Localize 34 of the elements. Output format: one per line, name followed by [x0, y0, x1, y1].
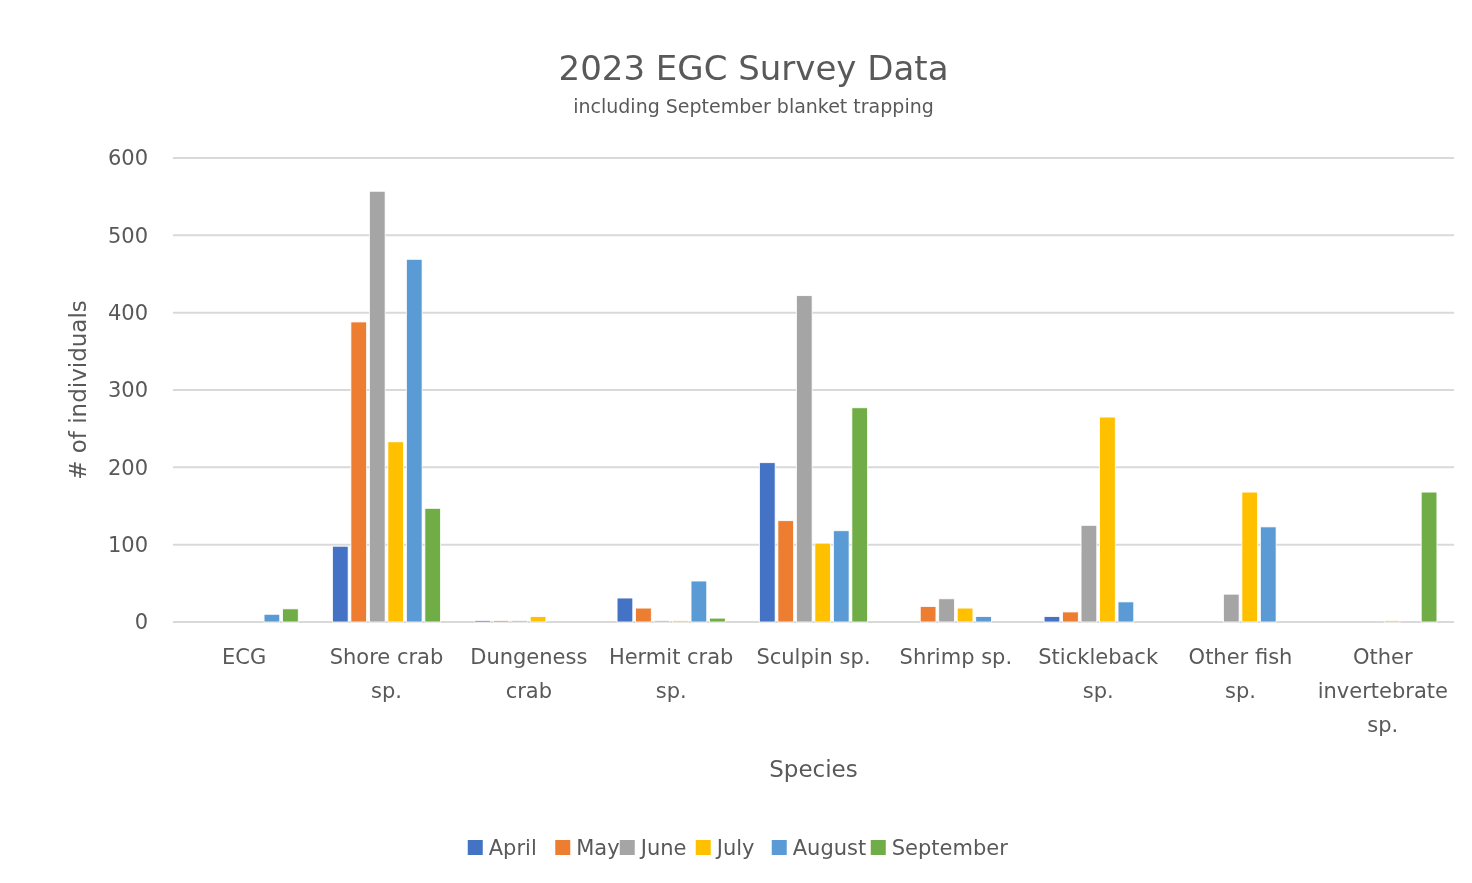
x-tick-label: Other invertebrate sp. — [1317, 645, 1448, 737]
x-tick-label: Shore crab sp. — [329, 645, 444, 703]
y-tick-label: 200 — [107, 455, 148, 480]
legend-label: May — [576, 836, 620, 861]
legend-label: June — [638, 836, 687, 861]
bar — [1043, 616, 1061, 623]
x-tick-label: Dungeness crab — [470, 645, 588, 703]
bar — [709, 617, 726, 623]
x-tick-label: Hermit crab sp. — [608, 645, 734, 703]
x-tick-label: ECG — [222, 645, 267, 669]
bar — [616, 597, 634, 623]
chart-subtitle: including September blanket trapping — [573, 95, 934, 117]
y-tick-label: 0 — [134, 610, 148, 635]
x-tick-label: Shrimp sp. — [899, 645, 1013, 669]
legend-label: April — [488, 836, 537, 861]
y-tick-label: 600 — [107, 146, 148, 171]
chart-title: 2023 EGC Survey Data — [558, 48, 949, 88]
bar — [263, 613, 281, 623]
legend-label: August — [792, 836, 867, 861]
legend-label: July — [714, 836, 755, 861]
bar — [1420, 491, 1438, 623]
y-tick-label: 300 — [107, 378, 148, 403]
y-tick-label: 500 — [107, 223, 148, 248]
bar — [1259, 526, 1277, 623]
x-tick-label: Sculpin sp. — [756, 645, 871, 669]
y-tick-label: 400 — [107, 301, 148, 326]
y-tick-label: 100 — [107, 533, 148, 558]
bar — [529, 616, 547, 623]
bar — [282, 608, 299, 623]
x-tick-label: Other fish sp. — [1188, 645, 1293, 703]
x-axis-title: Species — [769, 756, 858, 782]
y-axis-title: # of individuals — [65, 300, 91, 480]
legend-label: September — [891, 836, 1009, 861]
x-tick-label: Stickleback sp. — [1038, 645, 1159, 703]
